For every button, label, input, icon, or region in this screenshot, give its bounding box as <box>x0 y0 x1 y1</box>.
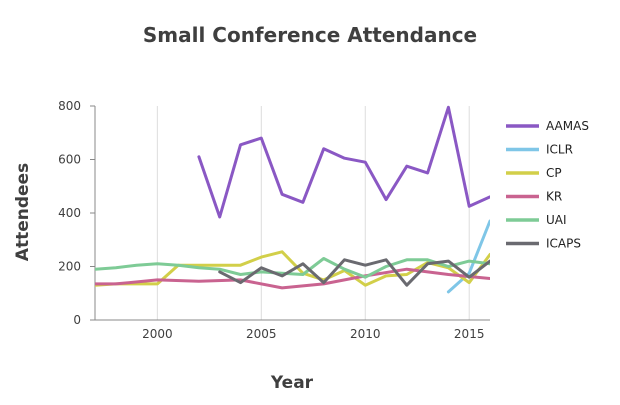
legend: AAMAS ICLR CP KR UAI ICAPS <box>506 119 589 251</box>
x-tick-label: 2010 <box>350 327 381 341</box>
grid <box>156 106 470 320</box>
x-axis-title: Year <box>270 373 314 393</box>
axes: 2000 2005 2010 2015 0 200 400 600 800 <box>58 99 490 341</box>
x-tick-label: 2005 <box>246 327 277 341</box>
chart-title: Small Conference Attendance <box>143 23 477 47</box>
legend-label-aamas: AAMAS <box>546 119 589 133</box>
series-lines <box>95 105 490 294</box>
x-tick-label: 2000 <box>142 327 173 341</box>
legend-label-kr: KR <box>546 190 562 204</box>
series-line-aamas <box>197 105 490 219</box>
y-tick-label: 0 <box>73 313 81 327</box>
y-tick-label: 400 <box>58 206 81 220</box>
series-line-icaps <box>218 258 490 287</box>
series-line-uai <box>95 257 490 279</box>
y-axis-title: Attendees <box>13 163 33 261</box>
y-tick-label: 200 <box>58 260 81 274</box>
y-tick-label: 600 <box>58 153 81 167</box>
legend-label-iclr: ICLR <box>546 143 573 157</box>
legend-label-icaps: ICAPS <box>546 237 581 251</box>
y-tick-label: 800 <box>58 99 81 113</box>
legend-label-cp: CP <box>546 166 562 180</box>
series-line-iclr <box>446 219 490 294</box>
legend-label-uai: UAI <box>546 213 567 227</box>
x-tick-label: 2015 <box>454 327 485 341</box>
